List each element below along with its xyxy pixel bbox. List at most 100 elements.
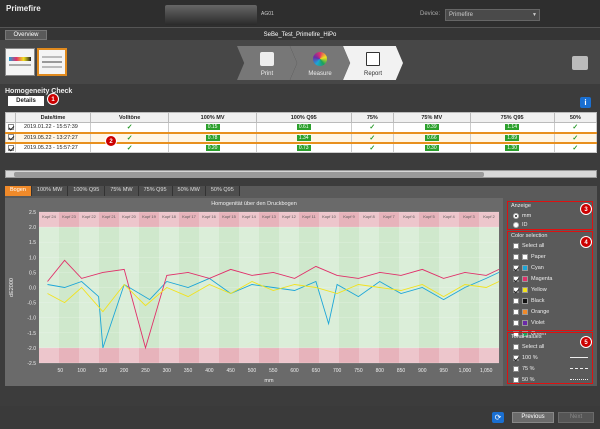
tonal-option[interactable]: 50 % — [508, 374, 592, 385]
color-swatch — [522, 330, 528, 337]
next-button[interactable]: Next — [558, 412, 594, 423]
x-tick-label: 650 — [312, 368, 321, 374]
checkbox[interactable] — [513, 376, 519, 383]
color-swatch — [522, 275, 528, 282]
tab-metric[interactable]: 100% Q95 — [68, 186, 106, 196]
pass-check-icon: ✓ — [89, 142, 170, 153]
y-tick-label: -2.0 — [27, 346, 36, 352]
series-line-yellow — [47, 280, 500, 313]
chevron-down-icon: ▼ — [532, 12, 537, 18]
tonal-values-panel: Tonal values Select all 100 % 75 % 50 % — [507, 332, 593, 384]
column-label: Kopf 7 — [383, 214, 395, 219]
column-label: Kopf 12 — [282, 214, 297, 219]
column-label: Kopf 14 — [242, 214, 257, 219]
device-label: Device: — [420, 11, 441, 17]
tonal-option[interactable]: 100 % — [508, 352, 592, 363]
table-row[interactable]: 2019.01.22 - 15:57:39 ✓ 0.15 0.61 ✓ 0.39… — [5, 122, 598, 133]
tonal-option[interactable]: 75 % — [508, 363, 592, 374]
color-option[interactable]: Orange — [508, 306, 592, 317]
checkbox[interactable] — [513, 354, 519, 361]
checkbox[interactable] — [513, 286, 519, 293]
print-icon — [260, 52, 274, 66]
tab-metric[interactable]: 75% MW — [105, 186, 139, 196]
tab-metric[interactable]: 50% Q95 — [205, 186, 240, 196]
color-selection-panel: Color selection Select all Paper Cyan Magen… — [507, 231, 593, 337]
color-option[interactable]: Green — [508, 328, 592, 339]
report-icon — [366, 52, 380, 66]
y-tick-label: -2.5 — [27, 361, 36, 367]
printer-icon[interactable] — [572, 56, 588, 70]
out-of-tolerance-band-top — [39, 212, 499, 228]
sheet-thumbnail-2[interactable] — [37, 48, 67, 76]
checkbox[interactable] — [513, 264, 519, 271]
radio-label: ID — [522, 221, 528, 228]
color-option-label: Paper — [531, 253, 546, 260]
checkbox[interactable] — [513, 308, 519, 315]
tab-metric[interactable]: 75% Q95 — [138, 186, 173, 196]
tab-metric[interactable]: 100% MW — [31, 186, 69, 196]
callout-badge-2: 2 — [105, 135, 117, 147]
checkbox[interactable] — [513, 343, 519, 350]
nav-bar — [0, 28, 600, 40]
sheet-thumbnail-1[interactable] — [5, 48, 35, 76]
step-print[interactable]: Print — [237, 46, 297, 80]
color-option[interactable]: Paper — [508, 251, 592, 262]
radio-mm[interactable]: mm — [508, 210, 592, 221]
checkbox[interactable] — [513, 319, 519, 326]
column-label: Kopf 23 — [62, 214, 77, 219]
table-row[interactable]: 2019.05.23 - 15:57:27 ✓ 0.20 0.73 ✓ 0.30… — [5, 142, 598, 153]
checkbox[interactable] — [513, 253, 519, 260]
checkbox[interactable] — [513, 297, 519, 304]
previous-button[interactable]: Previous — [512, 412, 554, 423]
y-tick-label: -1.5 — [27, 331, 36, 337]
color-option[interactable]: Magenta — [508, 273, 592, 284]
color-option[interactable]: Select all — [508, 240, 592, 251]
color-option[interactable]: Cyan — [508, 262, 592, 273]
table-row-selected[interactable]: 2019.05.22 - 13:27:27 ✓ 0.78 1.34 ✓ 0.66… — [5, 131, 598, 144]
tab-metric[interactable]: 50% MW — [172, 186, 206, 196]
radio-id[interactable]: ID — [508, 219, 592, 230]
checkbox[interactable] — [513, 242, 519, 249]
x-tick-label: 50 — [58, 368, 64, 374]
info-icon[interactable]: i — [580, 97, 591, 108]
radio-button[interactable] — [513, 212, 519, 219]
metric-tabs: Bogen 100% MW 100% Q95 75% MW 75% Q95 50% MW 5… — [5, 186, 240, 196]
col-header: 50% — [553, 112, 598, 123]
horizontal-scrollbar[interactable] — [5, 170, 597, 178]
tab-details[interactable]: Details — [8, 96, 44, 106]
cell-value: 1.30 — [469, 142, 555, 153]
column-label: Kopf 4 — [443, 214, 455, 219]
x-tick-label: 150 — [99, 368, 108, 374]
row-checkbox[interactable] — [5, 131, 16, 144]
color-option-label: Yellow — [531, 286, 547, 293]
app-title: Primefire — [6, 4, 41, 13]
row-checkbox[interactable] — [5, 122, 16, 133]
checkbox[interactable] — [513, 365, 519, 372]
y-tick-label: 2.5 — [29, 210, 36, 216]
color-option[interactable]: Yellow — [508, 284, 592, 295]
overview-button[interactable]: Overview — [5, 30, 47, 40]
y-tick-label: 0.0 — [29, 286, 36, 292]
color-option[interactable]: Violet — [508, 317, 592, 328]
checkbox[interactable] — [513, 275, 519, 282]
step-measure[interactable]: Measure — [290, 46, 350, 80]
color-swatch — [522, 264, 528, 271]
step-print-label: Print — [260, 71, 274, 77]
line-style-sample — [570, 357, 588, 358]
checkbox[interactable] — [513, 330, 519, 337]
color-option[interactable]: Black — [508, 295, 592, 306]
refresh-icon[interactable]: ⟳ — [492, 412, 504, 423]
scrollbar-thumb[interactable] — [14, 172, 484, 177]
out-of-tolerance-band-bottom — [39, 347, 499, 363]
column-label: Kopf 5 — [423, 214, 435, 219]
row-checkbox[interactable] — [5, 142, 16, 153]
x-tick-label: 700 — [333, 368, 342, 374]
tonal-option[interactable]: Select all — [508, 341, 592, 352]
device-select[interactable]: Primefire ▼ — [445, 9, 540, 21]
color-option-label: Cyan — [531, 264, 544, 271]
radio-button[interactable] — [513, 221, 519, 228]
step-report[interactable]: Report — [343, 46, 403, 80]
tab-metric[interactable]: Bogen — [5, 186, 32, 196]
column-label: Kopf 6 — [403, 214, 415, 219]
color-swatch — [522, 308, 528, 315]
